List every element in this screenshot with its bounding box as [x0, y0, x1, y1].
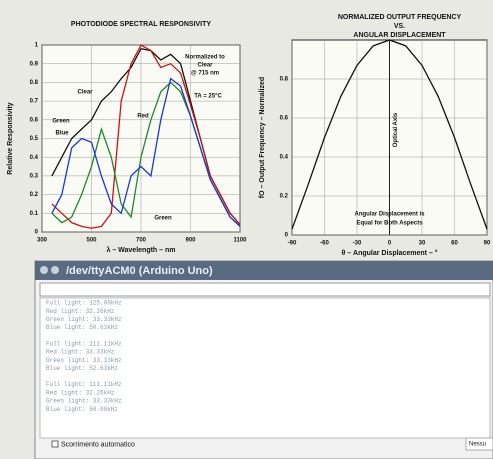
- y-tick-label: 0.9: [30, 61, 39, 67]
- y-tick-label: 0.2: [280, 194, 289, 200]
- x-tick-label: 90: [484, 241, 491, 247]
- line-ending-label: Nessu: [469, 442, 486, 448]
- y-tick-label: 0.6: [30, 117, 39, 123]
- line-ending-select[interactable]: [465, 437, 493, 451]
- close-button[interactable]: [40, 266, 48, 274]
- y-tick-label: 0.4: [30, 155, 39, 161]
- x-tick-label: 30: [419, 241, 426, 247]
- y-tick-label: 0.8: [30, 80, 39, 86]
- window-title: /dev/ttyACM0 (Arduino Uno): [66, 265, 213, 277]
- x-tick-label: 300: [37, 238, 48, 244]
- x-tick-label: 0: [388, 241, 392, 247]
- annotation: Equal for Both Aspects: [356, 221, 423, 227]
- chart-title: PHOTODIODE SPECTRAL RESPONSIVITY: [71, 21, 211, 28]
- annotation: TA = 25°C: [194, 94, 222, 100]
- serial-line: Blue light: 50.00kHz: [46, 406, 118, 413]
- x-tick-label: -60: [320, 241, 329, 247]
- y-tick-label: 0.8: [280, 77, 289, 83]
- x-tick-label: 500: [86, 238, 97, 244]
- y-tick-label: 0.1: [30, 211, 39, 217]
- title-bar: [35, 261, 493, 280]
- serial-line: Green light: 33.33kHz: [46, 357, 122, 364]
- minimize-button[interactable]: [51, 266, 59, 274]
- y-tick-label: 0: [285, 233, 289, 239]
- x-tick-label: 700: [136, 238, 147, 244]
- autoscroll-label: Scorrimento automatico: [61, 441, 135, 448]
- x-axis-label: θ – Angular Displacement – °: [341, 249, 437, 257]
- y-tick-label: 1: [35, 43, 39, 49]
- y-tick-label: 0: [35, 230, 39, 236]
- serial-line: Red light: 32.26kHz: [46, 308, 115, 315]
- x-tick-label: -30: [353, 241, 362, 247]
- y-axis-label: Relative Responsivity: [7, 102, 14, 174]
- y-tick-label: 0.6: [280, 116, 289, 122]
- x-tick-label: 900: [185, 238, 196, 244]
- annotation: Clear: [197, 63, 213, 69]
- chart-subtitle: VS.: [394, 23, 405, 30]
- serial-line: Red light: 32.26kHz: [46, 389, 115, 396]
- input-field[interactable]: [39, 282, 491, 297]
- y-tick-label: 0.3: [30, 173, 39, 179]
- x-tick-label: 1100: [233, 238, 247, 244]
- series-label: Red: [137, 114, 149, 120]
- x-tick-label: -90: [288, 241, 297, 247]
- series-label: Clear: [77, 90, 93, 96]
- autoscroll-checkbox[interactable]: [51, 440, 59, 448]
- annotation: Green: [154, 216, 172, 222]
- serial-line: Full light: 125.00kHz: [46, 300, 122, 307]
- annotation: Optical Axis: [393, 112, 399, 147]
- serial-line: Full light: 111.11kHz: [46, 381, 122, 388]
- annotation: Angular Displacement is: [354, 212, 425, 218]
- y-tick-label: 0.7: [30, 99, 39, 105]
- serial-line: Full light: 111.11kHz: [46, 340, 122, 347]
- y-tick-label: 0.4: [280, 155, 289, 161]
- series-line: [51, 77, 241, 227]
- y-tick-label: 0.2: [30, 192, 39, 198]
- serial-line: Green light: 33.33kHz: [46, 316, 122, 323]
- serial-line: Blue light: 52.63kHz: [46, 365, 118, 372]
- series-line: [51, 44, 241, 229]
- serial-window: /dev/ttyACM0 (Arduino Uno) Full light: 1…: [34, 260, 493, 459]
- chart-title: ANGULAR DISPLACEMENT: [353, 32, 446, 39]
- output-area: [39, 297, 491, 439]
- x-axis-label: λ – Wavelength – nm: [107, 246, 176, 254]
- annotation: @ 715 nm: [191, 71, 219, 77]
- serial-line: Green light: 33.33kHz: [46, 398, 122, 405]
- series-label: Green: [52, 119, 70, 125]
- x-tick-label: 60: [451, 241, 458, 247]
- annotation: Normalized to: [185, 55, 225, 61]
- y-axis-label: fO – Output Frequency – Normalized: [259, 77, 266, 198]
- chart-title: NORMALIZED OUTPUT FREQUENCY: [338, 14, 462, 21]
- y-tick-label: 0.5: [30, 136, 39, 142]
- series-label: Blue: [55, 131, 69, 137]
- serial-line: Blue light: 50.63kHz: [46, 324, 118, 331]
- serial-line: Red light: 33.33kHz: [46, 349, 115, 356]
